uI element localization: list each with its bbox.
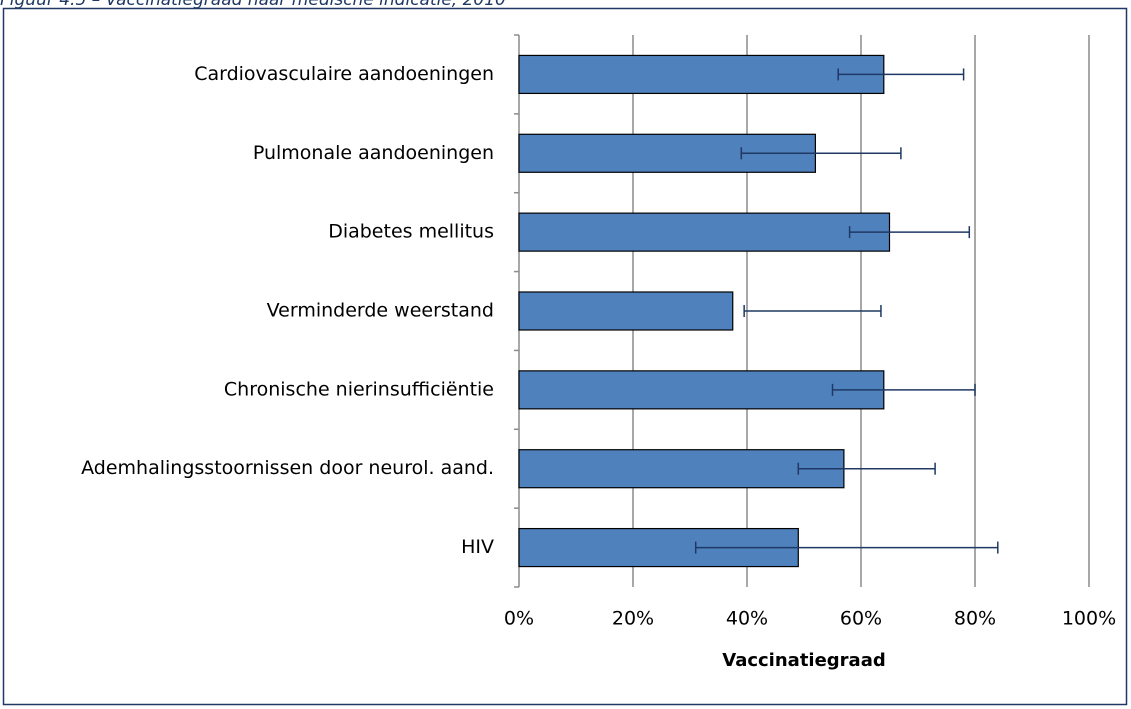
y-tick-label: Verminderde weerstand — [267, 300, 494, 322]
y-tick-label: Diabetes mellitus — [328, 221, 494, 243]
bar — [518, 370, 885, 410]
x-tick-label: 40% — [726, 608, 768, 630]
bar — [518, 212, 891, 252]
x-tick-label: 80% — [954, 608, 996, 630]
frame — [2, 7, 1128, 706]
y-tick-label: Pulmonale aandoeningen — [253, 142, 494, 164]
x-tick-label: 100% — [1062, 608, 1116, 630]
bar — [518, 54, 885, 95]
chart-title: Figuur 4.5 – Vaccinatiegraad naar medisc… — [0, 0, 506, 10]
x-tick-label: 20% — [612, 608, 654, 630]
y-tick-label: Cardiovasculaire aandoeningen — [194, 63, 494, 85]
bar — [518, 291, 734, 331]
x-axis-title: Vaccinatiegraad — [722, 650, 886, 671]
y-tick-label: HIV — [461, 536, 494, 558]
y-tick-label: Chronische nierinsufficiëntie — [224, 378, 494, 400]
y-tick-label: Ademhalingsstoornissen door neurol. aand… — [81, 457, 494, 479]
x-tick-label: 60% — [840, 608, 882, 630]
x-tick-label: 0% — [504, 608, 534, 630]
bar — [518, 449, 845, 489]
